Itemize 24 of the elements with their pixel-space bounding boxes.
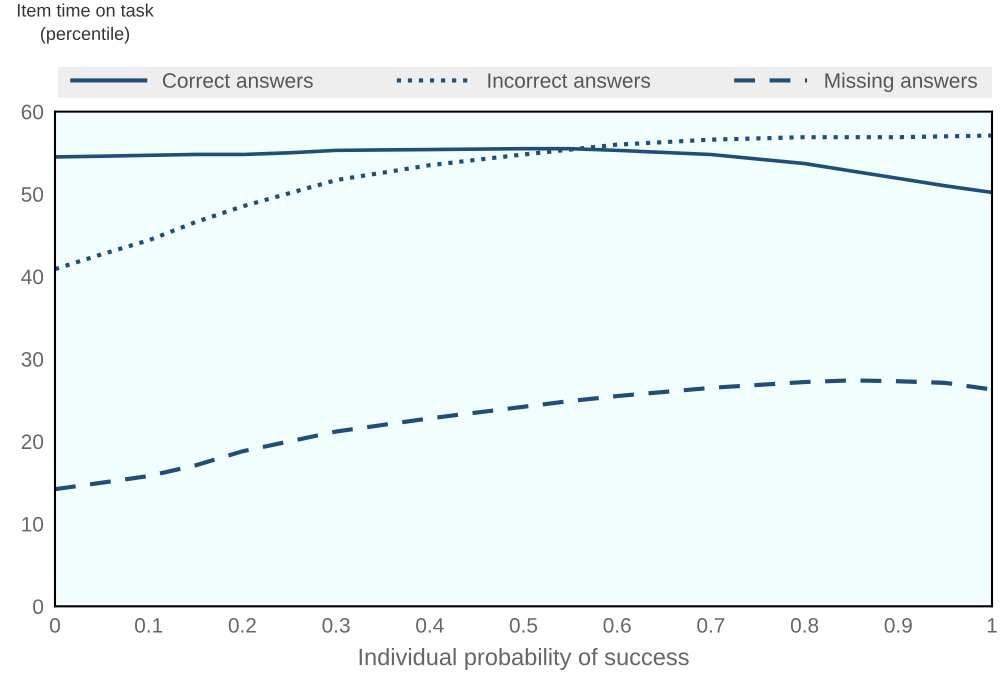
- x-tick-label: 0.9: [884, 618, 912, 633]
- x-axis-title: Individual probability of success: [360, 648, 689, 670]
- legend-label: Incorrect answers: [488, 73, 650, 88]
- legend-label: Correct answers: [162, 73, 313, 88]
- y-tick-label: 10: [22, 516, 44, 532]
- x-tick-label: 0.8: [790, 618, 818, 633]
- x-tick-label: 0.4: [416, 618, 444, 633]
- y-tick-label: 50: [22, 187, 44, 202]
- y-tick-label: 0: [33, 599, 44, 614]
- legend-label: Missing answers: [825, 72, 977, 92]
- x-tick-label: 0.6: [604, 618, 631, 633]
- x-tick-label: 0.7: [697, 618, 724, 633]
- y-axis-title: Item time on task (percentile): [18, 3, 154, 44]
- x-tick-label: 1: [988, 618, 997, 633]
- x-tick-label: 0: [50, 618, 60, 633]
- x-tick-label: 0.2: [228, 618, 256, 633]
- y-tick-label: 40: [21, 270, 44, 284]
- x-tick-label: 0.1: [135, 618, 162, 633]
- y-tick-label: 30: [22, 352, 44, 367]
- x-tick-label: 0.3: [322, 618, 350, 633]
- line-series: [55, 133, 992, 272]
- x-tick-label: 0.5: [510, 618, 538, 633]
- y-tick-label: 20: [22, 434, 44, 450]
- y-tick-label: 60: [22, 104, 44, 120]
